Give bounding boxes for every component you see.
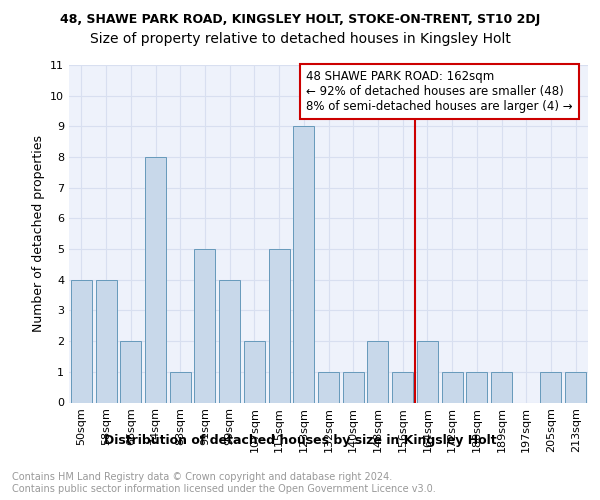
- Bar: [170, 372, 191, 402]
- Bar: [565, 372, 586, 402]
- Bar: [367, 341, 388, 402]
- Bar: [244, 341, 265, 402]
- Bar: [392, 372, 413, 402]
- Bar: [95, 280, 116, 402]
- Bar: [71, 280, 92, 402]
- Bar: [293, 126, 314, 402]
- Bar: [541, 372, 562, 402]
- Bar: [442, 372, 463, 402]
- Y-axis label: Number of detached properties: Number of detached properties: [32, 135, 44, 332]
- Bar: [120, 341, 141, 402]
- Bar: [466, 372, 487, 402]
- Text: Contains HM Land Registry data © Crown copyright and database right 2024.
Contai: Contains HM Land Registry data © Crown c…: [12, 472, 436, 494]
- Bar: [491, 372, 512, 402]
- Text: Distribution of detached houses by size in Kingsley Holt: Distribution of detached houses by size …: [104, 434, 496, 447]
- Bar: [343, 372, 364, 402]
- Bar: [417, 341, 438, 402]
- Bar: [145, 157, 166, 402]
- Text: 48, SHAWE PARK ROAD, KINGSLEY HOLT, STOKE-ON-TRENT, ST10 2DJ: 48, SHAWE PARK ROAD, KINGSLEY HOLT, STOK…: [60, 12, 540, 26]
- Text: 48 SHAWE PARK ROAD: 162sqm
← 92% of detached houses are smaller (48)
8% of semi-: 48 SHAWE PARK ROAD: 162sqm ← 92% of deta…: [306, 70, 573, 112]
- Bar: [219, 280, 240, 402]
- Text: Size of property relative to detached houses in Kingsley Holt: Size of property relative to detached ho…: [89, 32, 511, 46]
- Bar: [194, 249, 215, 402]
- Bar: [269, 249, 290, 402]
- Bar: [318, 372, 339, 402]
